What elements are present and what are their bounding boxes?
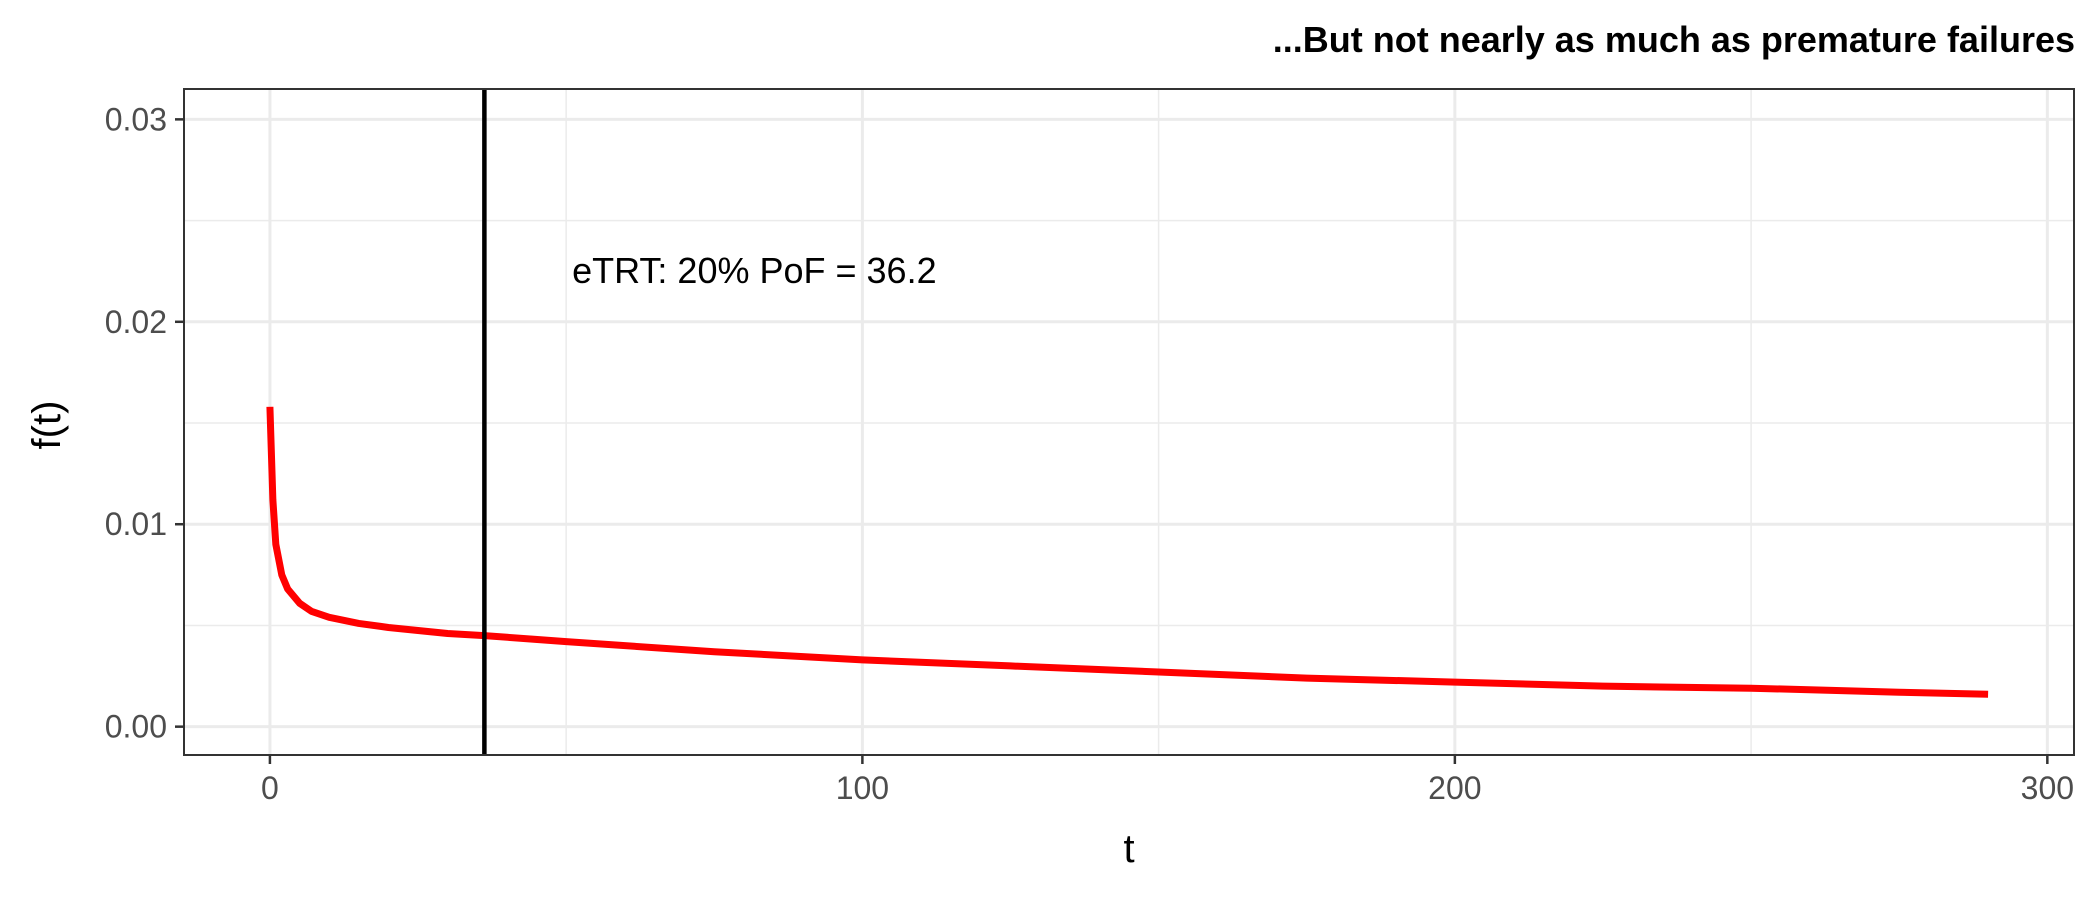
- series-layer: [266, 406, 1989, 698]
- axes: 0 100 200 300 0.00 0.01 0.02 0.03: [105, 101, 2074, 806]
- panel-border: [183, 88, 2075, 756]
- grid: [184, 89, 2074, 755]
- series-line: [266, 406, 1989, 698]
- chart-title: ...But not nearly as much as premature f…: [1273, 19, 2075, 60]
- y-tick-label: 0.00: [105, 709, 167, 745]
- x-tick-label: 0: [261, 770, 279, 806]
- y-tick-label: 0.02: [105, 304, 167, 340]
- x-tick-label: 200: [1428, 770, 1481, 806]
- x-tick-label: 300: [2021, 770, 2074, 806]
- y-axis-title: f(t): [25, 401, 69, 450]
- y-tick-label: 0.01: [105, 506, 167, 542]
- y-tick-label: 0.03: [105, 101, 167, 137]
- annotation: eTRT: 20% PoF = 36.2: [572, 250, 937, 291]
- x-axis-title: t: [1123, 827, 1134, 871]
- x-tick-label: 100: [836, 770, 889, 806]
